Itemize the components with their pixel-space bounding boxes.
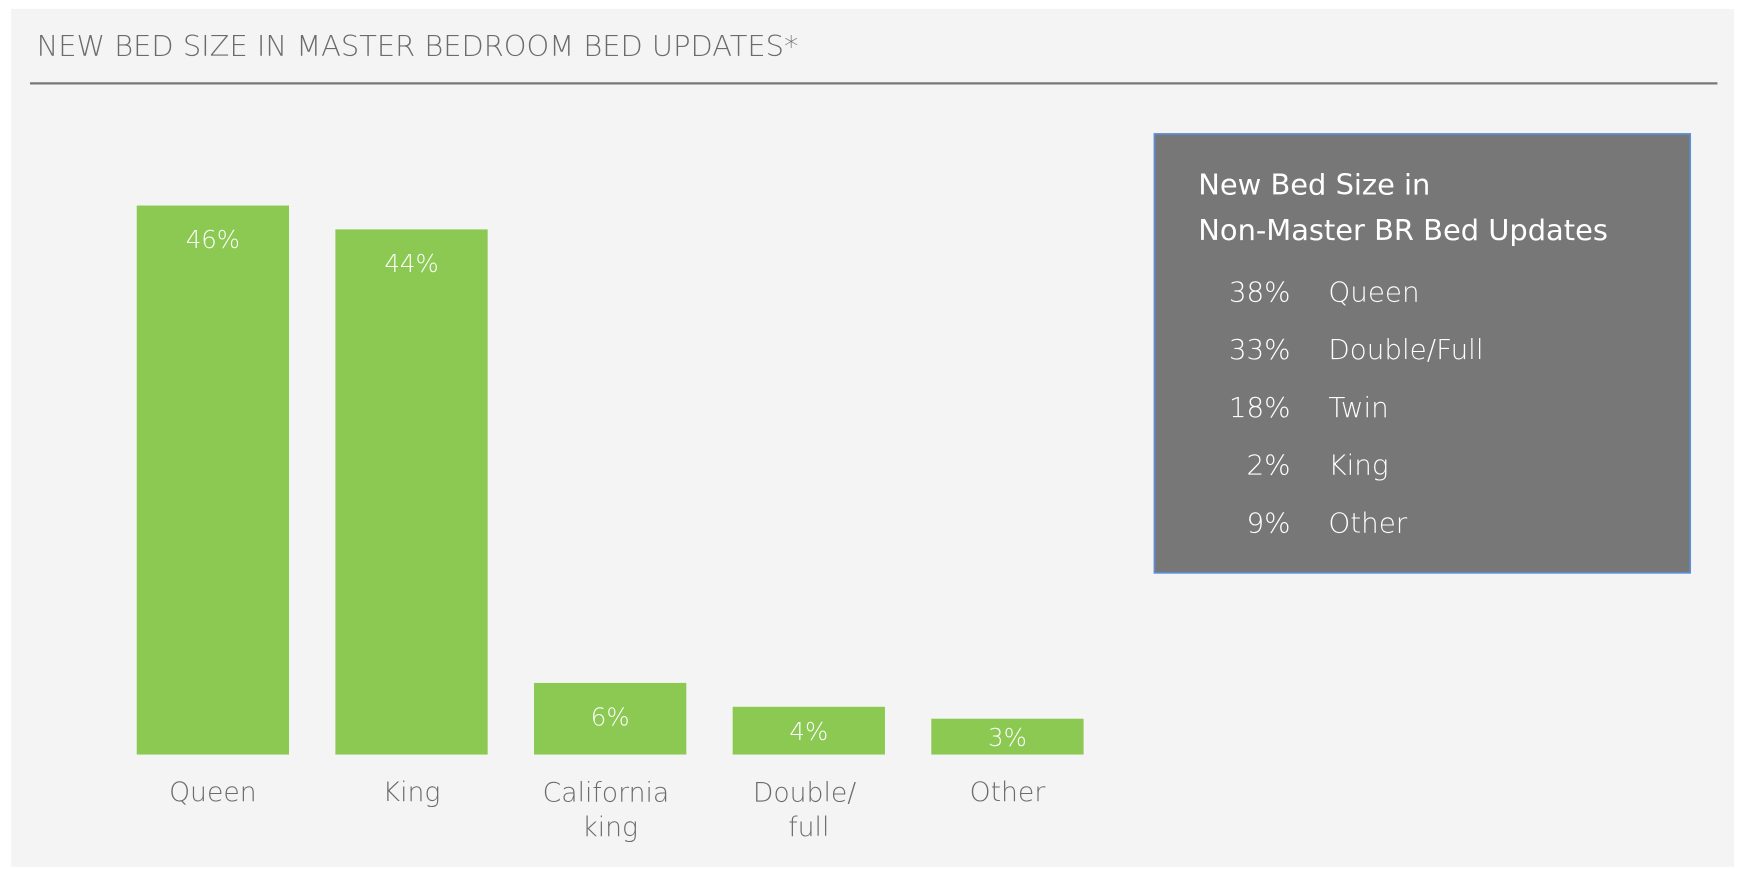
- inset-title: New Bed Size in: [1198, 168, 1430, 202]
- inset-value: 9%: [1247, 507, 1291, 540]
- value-label: 3%: [988, 723, 1027, 752]
- inset-title: Non-Master BR Bed Updates: [1198, 213, 1608, 247]
- inset-box: [1153, 133, 1692, 574]
- value-label: 46%: [186, 225, 240, 254]
- bar: [931, 718, 1084, 755]
- value-label: 44%: [384, 249, 438, 278]
- chart-title: NEW BED SIZE IN MASTER BEDROOM BED UPDAT…: [37, 29, 799, 63]
- value-label: 6%: [591, 702, 630, 731]
- inset-name: Other: [1328, 507, 1407, 540]
- inset-name: Double/Full: [1328, 333, 1483, 366]
- x-tick-label: Queen: [169, 777, 257, 808]
- inset-name: Queen: [1328, 275, 1419, 308]
- x-tick-label: King: [383, 777, 441, 808]
- value-label: 4%: [789, 717, 828, 746]
- x-tick-label: Double/ full: [753, 777, 865, 842]
- inset-name: King: [1328, 449, 1388, 482]
- inset-value: 38%: [1229, 275, 1291, 308]
- x-tick-label: Other: [970, 777, 1046, 808]
- bar: [534, 682, 687, 755]
- inset-name: Twin: [1328, 391, 1388, 424]
- bar: [335, 229, 488, 755]
- inset-value: 33%: [1229, 333, 1291, 366]
- x-tick-label: California king: [543, 777, 678, 842]
- inset-value: 2%: [1247, 449, 1291, 482]
- bar: [732, 706, 885, 755]
- bar: [136, 205, 290, 755]
- inset-value: 18%: [1229, 391, 1291, 424]
